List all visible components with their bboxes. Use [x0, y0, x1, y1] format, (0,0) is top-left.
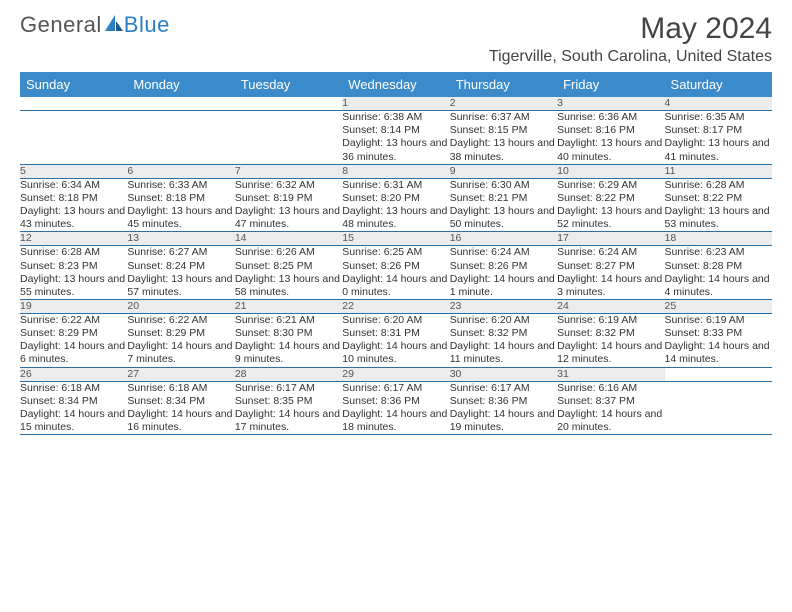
day-number-row: 1234 — [20, 97, 772, 111]
day-number-cell: 3 — [557, 97, 664, 111]
day-detail-cell: Sunrise: 6:17 AMSunset: 8:35 PMDaylight:… — [235, 381, 342, 435]
location-text: Tigerville, South Carolina, United State… — [489, 48, 772, 66]
day-detail-cell: Sunrise: 6:18 AMSunset: 8:34 PMDaylight:… — [20, 381, 127, 435]
day-detail-cell: Sunrise: 6:19 AMSunset: 8:33 PMDaylight:… — [665, 314, 772, 368]
day-number-cell: 6 — [127, 164, 234, 178]
day-number-cell: 21 — [235, 299, 342, 313]
day-detail-row: Sunrise: 6:34 AMSunset: 8:18 PMDaylight:… — [20, 178, 772, 232]
day-detail-cell: Sunrise: 6:16 AMSunset: 8:37 PMDaylight:… — [557, 381, 664, 435]
day-number-cell: 12 — [20, 232, 127, 246]
day-detail-row: Sunrise: 6:18 AMSunset: 8:34 PMDaylight:… — [20, 381, 772, 435]
day-detail-cell: Sunrise: 6:37 AMSunset: 8:15 PMDaylight:… — [450, 111, 557, 165]
day-number-cell — [20, 97, 127, 111]
title-block: May 2024 Tigerville, South Carolina, Uni… — [489, 12, 772, 66]
day-detail-cell: Sunrise: 6:28 AMSunset: 8:23 PMDaylight:… — [20, 246, 127, 300]
day-number-cell: 15 — [342, 232, 449, 246]
day-detail-cell: Sunrise: 6:38 AMSunset: 8:14 PMDaylight:… — [342, 111, 449, 165]
day-detail-cell: Sunrise: 6:35 AMSunset: 8:17 PMDaylight:… — [665, 111, 772, 165]
day-detail-cell: Sunrise: 6:26 AMSunset: 8:25 PMDaylight:… — [235, 246, 342, 300]
day-detail-row: Sunrise: 6:28 AMSunset: 8:23 PMDaylight:… — [20, 246, 772, 300]
day-detail-cell: Sunrise: 6:27 AMSunset: 8:24 PMDaylight:… — [127, 246, 234, 300]
day-detail-cell: Sunrise: 6:19 AMSunset: 8:32 PMDaylight:… — [557, 314, 664, 368]
day-number-row: 19202122232425 — [20, 299, 772, 313]
calendar-table: SundayMondayTuesdayWednesdayThursdayFrid… — [20, 72, 772, 435]
brand-part2: Blue — [124, 12, 170, 38]
day-number-cell: 14 — [235, 232, 342, 246]
day-detail-row: Sunrise: 6:38 AMSunset: 8:14 PMDaylight:… — [20, 111, 772, 165]
day-number-cell: 23 — [450, 299, 557, 313]
day-number-cell: 9 — [450, 164, 557, 178]
day-detail-cell: Sunrise: 6:33 AMSunset: 8:18 PMDaylight:… — [127, 178, 234, 232]
day-detail-cell: Sunrise: 6:20 AMSunset: 8:31 PMDaylight:… — [342, 314, 449, 368]
day-number-cell: 18 — [665, 232, 772, 246]
day-number-cell: 27 — [127, 367, 234, 381]
header: General Blue May 2024 Tigerville, South … — [20, 12, 772, 66]
weekday-header-row: SundayMondayTuesdayWednesdayThursdayFrid… — [20, 72, 772, 97]
day-number-cell: 25 — [665, 299, 772, 313]
day-detail-cell: Sunrise: 6:17 AMSunset: 8:36 PMDaylight:… — [450, 381, 557, 435]
day-number-cell: 22 — [342, 299, 449, 313]
logo-sail-icon — [104, 12, 124, 38]
day-detail-cell — [20, 111, 127, 165]
day-detail-cell: Sunrise: 6:24 AMSunset: 8:27 PMDaylight:… — [557, 246, 664, 300]
day-detail-cell — [127, 111, 234, 165]
day-number-cell: 16 — [450, 232, 557, 246]
day-detail-cell: Sunrise: 6:28 AMSunset: 8:22 PMDaylight:… — [665, 178, 772, 232]
day-number-cell: 7 — [235, 164, 342, 178]
day-number-cell: 2 — [450, 97, 557, 111]
brand-logo: General Blue — [20, 12, 170, 38]
day-detail-cell: Sunrise: 6:22 AMSunset: 8:29 PMDaylight:… — [127, 314, 234, 368]
weekday-header: Sunday — [20, 72, 127, 97]
day-number-cell — [235, 97, 342, 111]
day-number-cell: 30 — [450, 367, 557, 381]
day-detail-cell — [665, 381, 772, 435]
weekday-header: Friday — [557, 72, 664, 97]
day-number-cell: 13 — [127, 232, 234, 246]
day-detail-cell: Sunrise: 6:17 AMSunset: 8:36 PMDaylight:… — [342, 381, 449, 435]
day-detail-cell: Sunrise: 6:34 AMSunset: 8:18 PMDaylight:… — [20, 178, 127, 232]
day-number-cell: 5 — [20, 164, 127, 178]
weekday-header: Monday — [127, 72, 234, 97]
day-number-cell: 4 — [665, 97, 772, 111]
weekday-header: Tuesday — [235, 72, 342, 97]
day-detail-cell: Sunrise: 6:23 AMSunset: 8:28 PMDaylight:… — [665, 246, 772, 300]
day-detail-cell: Sunrise: 6:36 AMSunset: 8:16 PMDaylight:… — [557, 111, 664, 165]
day-detail-cell: Sunrise: 6:32 AMSunset: 8:19 PMDaylight:… — [235, 178, 342, 232]
day-number-cell: 20 — [127, 299, 234, 313]
day-number-row: 567891011 — [20, 164, 772, 178]
day-detail-cell: Sunrise: 6:25 AMSunset: 8:26 PMDaylight:… — [342, 246, 449, 300]
day-number-row: 12131415161718 — [20, 232, 772, 246]
day-detail-cell — [235, 111, 342, 165]
day-number-cell: 19 — [20, 299, 127, 313]
day-number-row: 262728293031 — [20, 367, 772, 381]
day-detail-cell: Sunrise: 6:31 AMSunset: 8:20 PMDaylight:… — [342, 178, 449, 232]
day-number-cell: 28 — [235, 367, 342, 381]
day-detail-cell: Sunrise: 6:30 AMSunset: 8:21 PMDaylight:… — [450, 178, 557, 232]
weekday-header: Thursday — [450, 72, 557, 97]
weekday-header: Saturday — [665, 72, 772, 97]
day-number-cell: 26 — [20, 367, 127, 381]
day-detail-cell: Sunrise: 6:20 AMSunset: 8:32 PMDaylight:… — [450, 314, 557, 368]
day-detail-cell: Sunrise: 6:21 AMSunset: 8:30 PMDaylight:… — [235, 314, 342, 368]
day-detail-cell: Sunrise: 6:22 AMSunset: 8:29 PMDaylight:… — [20, 314, 127, 368]
weekday-header: Wednesday — [342, 72, 449, 97]
day-number-cell: 31 — [557, 367, 664, 381]
month-title: May 2024 — [489, 12, 772, 46]
day-number-cell: 1 — [342, 97, 449, 111]
day-number-cell: 8 — [342, 164, 449, 178]
day-number-cell — [665, 367, 772, 381]
day-detail-cell: Sunrise: 6:24 AMSunset: 8:26 PMDaylight:… — [450, 246, 557, 300]
day-number-cell — [127, 97, 234, 111]
day-detail-cell: Sunrise: 6:29 AMSunset: 8:22 PMDaylight:… — [557, 178, 664, 232]
day-number-cell: 29 — [342, 367, 449, 381]
day-number-cell: 24 — [557, 299, 664, 313]
day-detail-row: Sunrise: 6:22 AMSunset: 8:29 PMDaylight:… — [20, 314, 772, 368]
day-number-cell: 17 — [557, 232, 664, 246]
day-number-cell: 11 — [665, 164, 772, 178]
brand-part1: General — [20, 12, 102, 38]
day-number-cell: 10 — [557, 164, 664, 178]
day-detail-cell: Sunrise: 6:18 AMSunset: 8:34 PMDaylight:… — [127, 381, 234, 435]
